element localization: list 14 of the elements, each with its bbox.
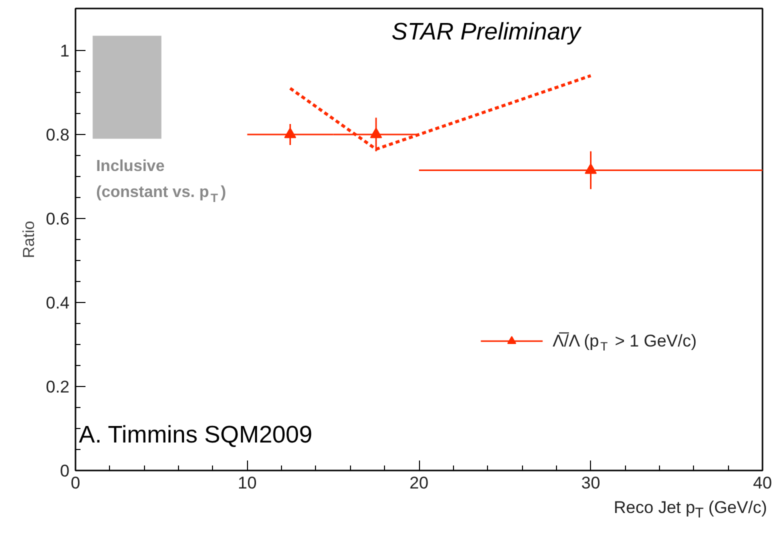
x-tick-label: 20 [410, 474, 428, 492]
annotation: STAR Preliminary [392, 18, 582, 46]
x-axis-title: Reco Jet p$_{T}$ (GeV/c) [614, 497, 767, 524]
x-tick-label: 10 [238, 474, 257, 492]
y-tick-label: 0.8 [46, 126, 70, 144]
y-tick-label: 0.2 [46, 378, 70, 396]
annotation: A. Timmins SQM2009 [78, 422, 312, 448]
x-tick-label: 40 [753, 474, 772, 492]
y-tick-label: 0 [60, 462, 70, 480]
y-tick-label: 0.4 [46, 294, 70, 312]
x-tick-label: 30 [581, 474, 600, 492]
y-tick-label: 0.6 [46, 210, 70, 228]
y-tick-label: 1 [60, 42, 70, 60]
y-axis-title: Ratio [20, 220, 38, 258]
